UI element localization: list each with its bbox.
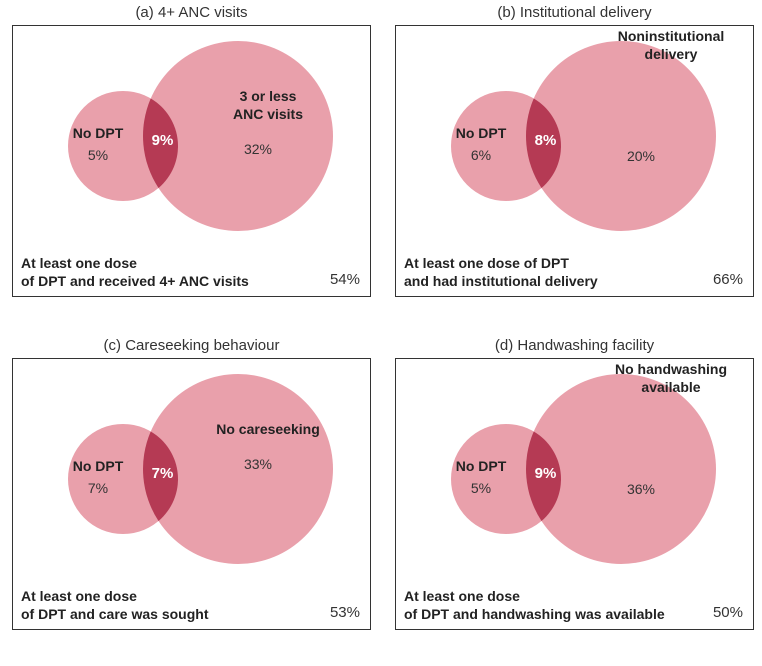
overlap-value: 9%	[535, 465, 557, 482]
panel-title: (a) 4+ ANC visits	[12, 4, 371, 21]
panel-bottom-text: At least one doseof DPT and care was sou…	[21, 588, 208, 623]
panel-title: (b) Institutional delivery	[395, 4, 754, 21]
panel-title: (c) Careseeking behaviour	[12, 337, 371, 354]
panel-3: (d) Handwashing facility 9% No DPT 5% No…	[383, 333, 762, 666]
panel-bottom-line1: At least one dose	[404, 588, 665, 606]
left-circle-value: 5%	[471, 480, 491, 496]
left-circle-value: 6%	[471, 147, 491, 163]
left-circle-label: No DPT	[456, 125, 507, 141]
panel-corner-value: 66%	[713, 271, 743, 288]
left-circle-value: 5%	[88, 147, 108, 163]
panel-corner-value: 54%	[330, 271, 360, 288]
panel-bottom-line2: of DPT and care was sought	[21, 606, 208, 624]
left-circle-value: 7%	[88, 480, 108, 496]
right-circle-value: 36%	[627, 481, 655, 497]
panel-bottom-line1: At least one dose	[21, 255, 249, 273]
panel-bottom-line2: and had institutional delivery	[404, 273, 598, 291]
venn-panel: 7% No DPT 7% No careseeking 33% At least…	[12, 358, 371, 630]
right-circle-value: 33%	[244, 456, 272, 472]
right-circle-label-1: Noninstitutional	[618, 28, 725, 44]
overlap-value: 7%	[152, 465, 174, 482]
overlap-value: 9%	[152, 132, 174, 149]
right-circle-label-2: available	[641, 379, 700, 395]
right-circle-label-1: No careseeking	[216, 421, 320, 437]
panel-bottom-text: At least one doseof DPT and received 4+ …	[21, 255, 249, 290]
right-circle-value: 32%	[244, 141, 272, 157]
panel-bottom-line2: of DPT and handwashing was available	[404, 606, 665, 624]
panel-1: (b) Institutional delivery 8% No DPT 6% …	[383, 0, 762, 333]
overlap-value: 8%	[535, 132, 557, 149]
panel-0: (a) 4+ ANC visits 9% No DPT 5% 3 or less…	[0, 0, 383, 333]
panel-bottom-line1: At least one dose of DPT	[404, 255, 598, 273]
panel-corner-value: 53%	[330, 604, 360, 621]
panel-title: (d) Handwashing facility	[395, 337, 754, 354]
panel-bottom-line1: At least one dose	[21, 588, 208, 606]
panel-bottom-text: At least one doseof DPT and handwashing …	[404, 588, 665, 623]
venn-panel: 8% No DPT 6% Noninstitutional delivery 2…	[395, 25, 754, 297]
right-circle-label-2: ANC visits	[233, 106, 303, 122]
panel-2: (c) Careseeking behaviour 7% No DPT 7% N…	[0, 333, 383, 666]
right-circle-value: 20%	[627, 148, 655, 164]
right-circle-label-1: 3 or less	[240, 88, 297, 104]
panel-bottom-line2: of DPT and received 4+ ANC visits	[21, 273, 249, 291]
right-circle-label-2: delivery	[645, 46, 698, 62]
right-circle-label-1: No handwashing	[615, 361, 727, 377]
panel-corner-value: 50%	[713, 604, 743, 621]
left-circle-label: No DPT	[73, 125, 124, 141]
left-circle-label: No DPT	[73, 458, 124, 474]
venn-panel: 9% No DPT 5% No handwashing available 36…	[395, 358, 754, 630]
left-circle-label: No DPT	[456, 458, 507, 474]
panel-bottom-text: At least one dose of DPTand had institut…	[404, 255, 598, 290]
venn-panel: 9% No DPT 5% 3 or less ANC visits 32% At…	[12, 25, 371, 297]
